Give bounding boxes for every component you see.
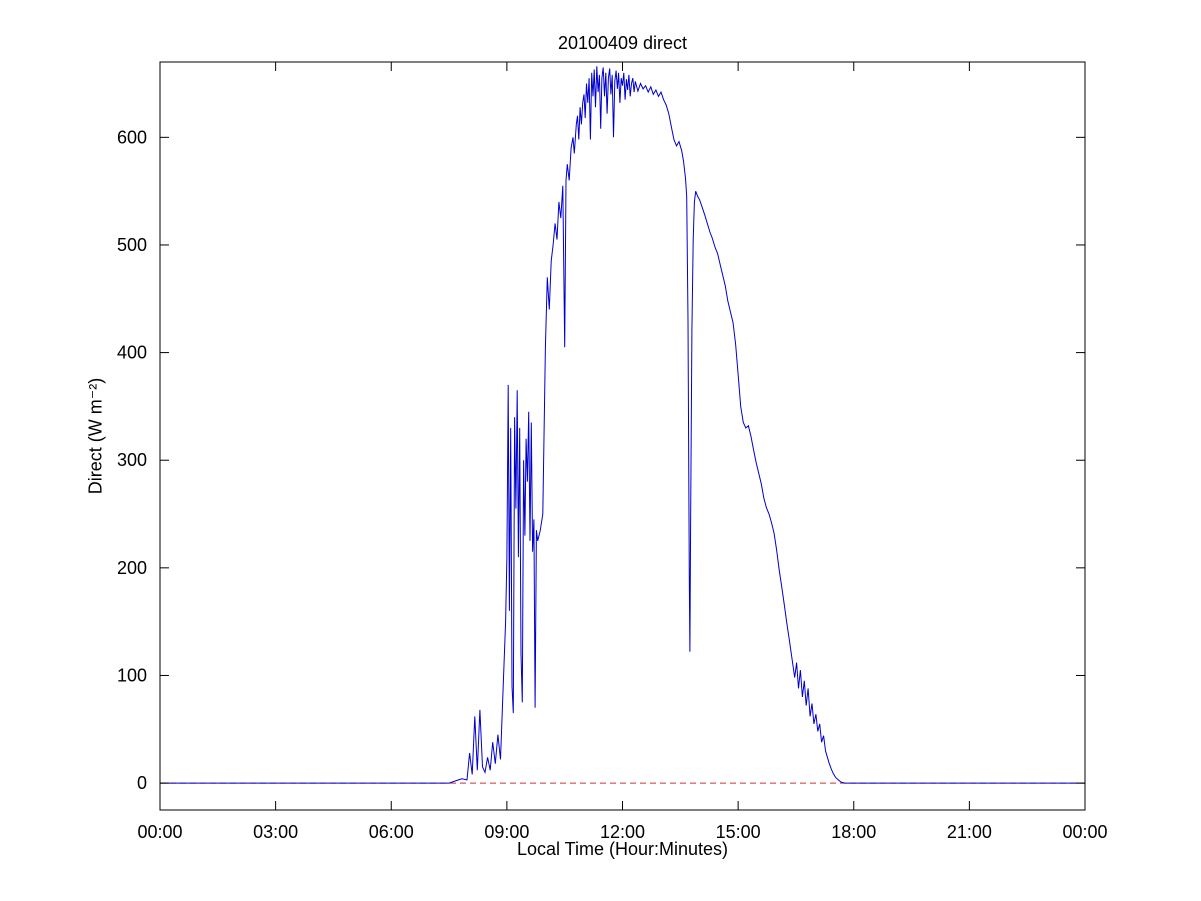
series-direct-irradiance-line	[160, 66, 1085, 784]
x-axis-label: Local Time (Hour:Minutes)	[516, 839, 729, 859]
x-tick-label: 15:00	[716, 822, 761, 842]
y-tick-label: 300	[117, 450, 147, 470]
x-tick-label: 06:00	[369, 822, 414, 842]
y-tick-label: 400	[117, 343, 147, 363]
y-tick-label: 200	[117, 558, 147, 578]
y-tick-label: 0	[137, 773, 147, 793]
chart-title: 20100409 direct	[557, 33, 688, 53]
y-axis-label: Direct (W m⁻²)	[85, 377, 106, 495]
x-tick-label: 09:00	[484, 822, 529, 842]
y-tick-label: 100	[117, 665, 147, 685]
x-tick-label: 03:00	[253, 822, 298, 842]
x-tick-label: 21:00	[947, 822, 992, 842]
plot-box	[159, 61, 1086, 811]
y-tick-label: 500	[117, 235, 147, 255]
x-tick-label: 18:00	[831, 822, 876, 842]
y-tick-label: 600	[117, 127, 147, 147]
x-tick-label: 00:00	[137, 822, 182, 842]
x-tick-label: 12:00	[600, 822, 645, 842]
x-tick-label: 00:00	[1062, 822, 1107, 842]
